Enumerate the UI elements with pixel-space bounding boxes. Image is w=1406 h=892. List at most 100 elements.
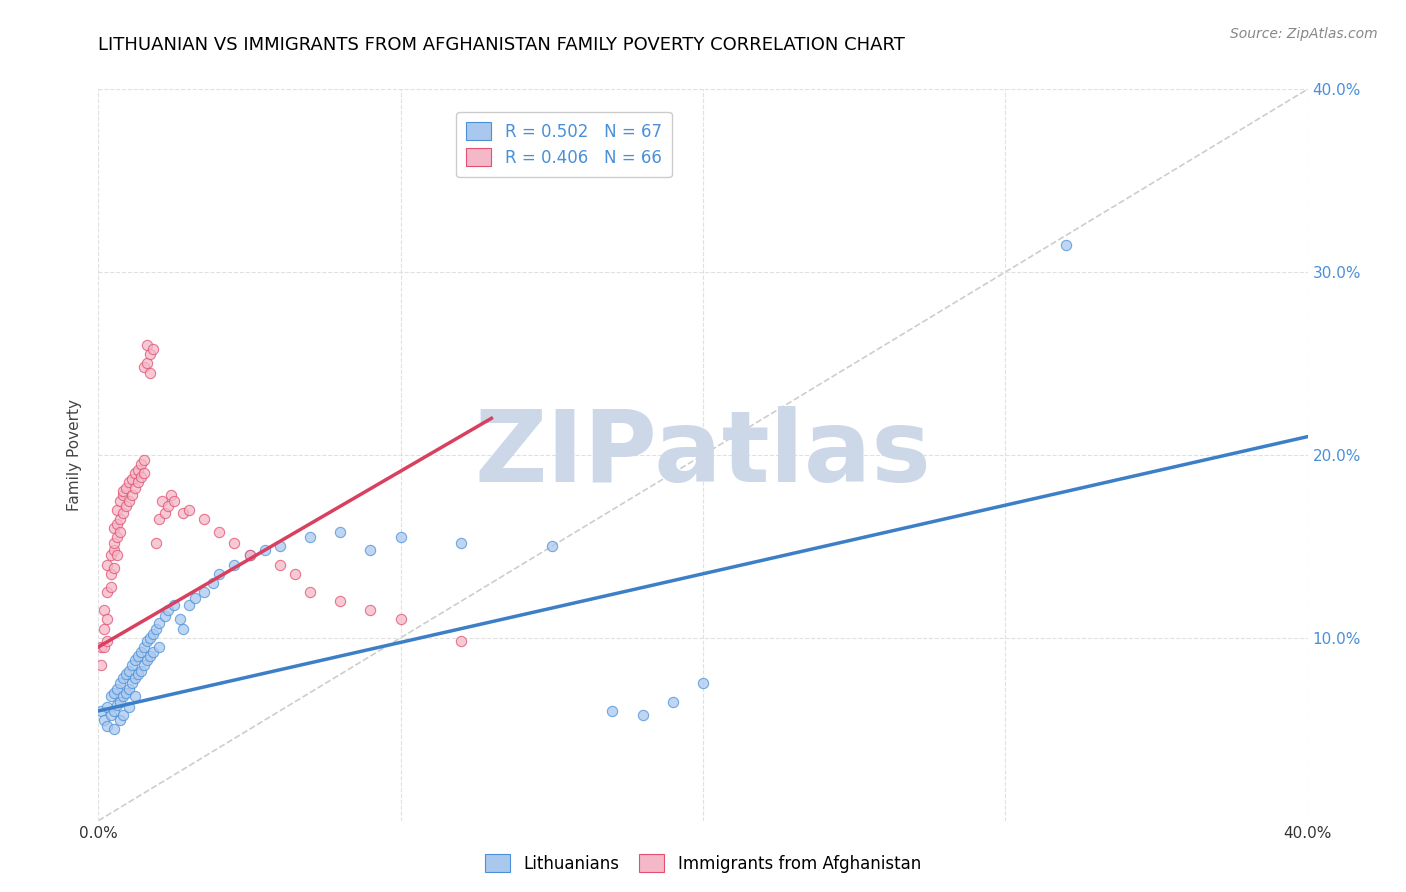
Point — [132, 640, 155, 654]
Point — [108, 493, 131, 508]
Point — [127, 475, 149, 490]
Point — [139, 366, 162, 380]
Point — [96, 558, 118, 572]
Point — [100, 690, 122, 704]
Point — [160, 488, 183, 502]
Point — [193, 512, 215, 526]
Point — [179, 503, 201, 517]
Point — [93, 640, 115, 654]
Point — [105, 517, 128, 532]
Point — [208, 566, 231, 581]
Point — [124, 653, 146, 667]
Point — [105, 530, 128, 544]
Point — [100, 580, 122, 594]
Text: LITHUANIAN VS IMMIGRANTS FROM AFGHANISTAN FAMILY POVERTY CORRELATION CHART: LITHUANIAN VS IMMIGRANTS FROM AFGHANISTA… — [98, 36, 905, 54]
Point — [103, 535, 125, 549]
Point — [127, 462, 149, 476]
Point — [163, 493, 186, 508]
Point — [132, 360, 155, 375]
Point — [121, 676, 143, 690]
Point — [108, 676, 131, 690]
Point — [153, 507, 176, 521]
Point — [121, 472, 143, 486]
Point — [124, 481, 146, 495]
Point — [118, 664, 141, 678]
Point — [96, 700, 118, 714]
Point — [156, 499, 179, 513]
Point — [100, 707, 122, 722]
Point — [129, 457, 152, 471]
Point — [103, 686, 125, 700]
Point — [111, 671, 134, 685]
Point — [148, 616, 170, 631]
Point — [135, 653, 157, 667]
Point — [1054, 237, 1077, 252]
Point — [179, 598, 201, 612]
Point — [96, 718, 118, 732]
Point — [145, 622, 167, 636]
Point — [139, 631, 162, 645]
Point — [148, 512, 170, 526]
Point — [150, 493, 173, 508]
Point — [329, 524, 352, 539]
Point — [114, 499, 136, 513]
Point — [108, 713, 131, 727]
Point — [132, 453, 155, 467]
Point — [103, 723, 125, 737]
Point — [184, 591, 207, 605]
Point — [90, 658, 112, 673]
Text: Source: ZipAtlas.com: Source: ZipAtlas.com — [1230, 27, 1378, 41]
Point — [239, 549, 262, 563]
Point — [172, 507, 194, 521]
Point — [132, 658, 155, 673]
Point — [661, 695, 683, 709]
Legend: Lithuanians, Immigrants from Afghanistan: Lithuanians, Immigrants from Afghanistan — [478, 847, 928, 880]
Point — [93, 622, 115, 636]
Point — [90, 640, 112, 654]
Point — [100, 549, 122, 563]
Point — [224, 558, 246, 572]
Point — [103, 561, 125, 575]
Point — [108, 524, 131, 539]
Point — [96, 634, 118, 648]
Point — [108, 695, 131, 709]
Point — [329, 594, 352, 608]
Point — [269, 558, 291, 572]
Text: ZIPatlas: ZIPatlas — [475, 407, 931, 503]
Point — [111, 484, 134, 499]
Point — [153, 608, 176, 623]
Point — [114, 667, 136, 681]
Point — [121, 488, 143, 502]
Point — [135, 338, 157, 352]
Point — [121, 658, 143, 673]
Point — [118, 475, 141, 490]
Point — [135, 356, 157, 371]
Point — [129, 470, 152, 484]
Point — [129, 645, 152, 659]
Point — [208, 524, 231, 539]
Point — [253, 543, 276, 558]
Point — [108, 512, 131, 526]
Point — [169, 613, 191, 627]
Point — [139, 649, 162, 664]
Point — [142, 645, 165, 659]
Point — [193, 585, 215, 599]
Point — [111, 690, 134, 704]
Point — [127, 649, 149, 664]
Point — [139, 347, 162, 361]
Point — [127, 667, 149, 681]
Point — [360, 543, 382, 558]
Point — [96, 613, 118, 627]
Point — [111, 707, 134, 722]
Point — [118, 681, 141, 696]
Point — [118, 493, 141, 508]
Point — [224, 535, 246, 549]
Point — [163, 598, 186, 612]
Point — [389, 613, 412, 627]
Y-axis label: Family Poverty: Family Poverty — [67, 399, 83, 511]
Point — [103, 543, 125, 558]
Point — [450, 535, 472, 549]
Point — [93, 603, 115, 617]
Point — [105, 698, 128, 713]
Point — [111, 507, 134, 521]
